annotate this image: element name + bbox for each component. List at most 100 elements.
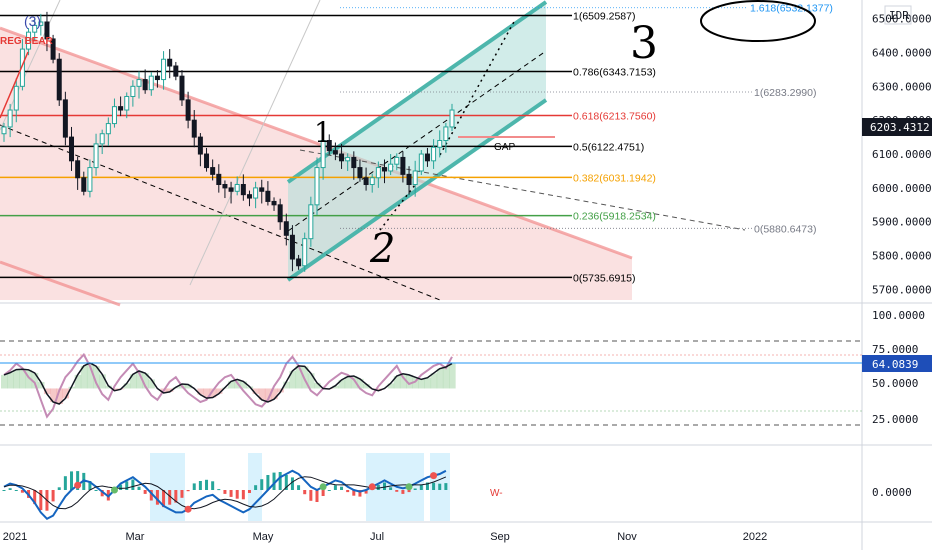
fib-label-2: 0.618(6213.7560) [573,111,656,123]
rsi-fill-bar [449,363,456,389]
macd-hist-bar [438,483,442,490]
w-minus-label: W- [490,488,503,499]
macd-hist-bar [137,486,141,490]
dashed-trendline-1 [0,124,441,301]
macd-hist-bar [119,484,123,490]
macd-hist-bar [88,481,92,490]
rsi-fill-bar [105,385,112,389]
rsi-fill-bar [332,385,340,389]
handwritten-wave-1: 1 [314,116,332,149]
macd-hist-bar [100,490,104,497]
macd-hist-bar [340,486,344,490]
macd-hist-bar [131,479,135,490]
candle-body [240,184,246,196]
macd-hist-bar [186,490,190,492]
macd-hist-bar [266,475,270,490]
macd-hist-bar [260,479,264,490]
candle-body [246,194,252,199]
macd-hist-bar [425,482,429,490]
candle-body [320,139,326,169]
rsi-panel [0,340,862,426]
price-axis[interactable]: 6500.00006400.00006300.00006200.00006100… [872,13,932,499]
rsi-fill-bar [344,376,352,389]
rsi-fill-bar [185,384,192,389]
candle-body [154,75,160,81]
last-price-value: 6203.4312 [870,121,930,134]
macd-cross-dot [319,483,327,491]
macd-hist-bar [125,481,129,490]
currency-label: IDR [889,9,909,22]
down-channel-upper-line [0,26,633,260]
rsi-fill-bar [412,377,419,389]
reg-bear-label: REG BEAR [0,36,54,47]
rsi-fill-bar [289,370,297,389]
macd-hist-bar [192,483,196,490]
candle-body [314,167,320,206]
macd-hist-bar [278,472,282,490]
macd-hist-bar [309,490,313,501]
rsi-fill-bar [295,365,303,389]
fibonacci-levels: 1(6509.2587) 0.786(6343.7153) 0.618(6213.7… [0,10,656,284]
fib-label-3: 0.5(6122.4751) [573,141,644,153]
candle-body [253,187,259,199]
macd-hist-bar [94,490,98,491]
price-tick-label: 6500.0000 [872,13,932,26]
price-tick-label: 5900.0000 [872,216,932,229]
rsi-fill-bar [436,368,444,389]
macd-hist-bar [63,476,67,490]
macd-hist-bar [57,487,61,490]
macd-hist-bar [327,490,331,491]
macd-tick-label: 0.0000 [872,486,912,499]
rsi-slow-line [3,362,453,405]
macd-hist-bar [162,490,166,508]
extension-levels: 1.618(6532.1377) 1(6283.2990) 0(5880.6473) [340,3,833,235]
macd-hist-bar [413,488,417,490]
rsi-fill-bar [111,388,119,391]
wave-3-label: (3) [24,13,41,29]
x-tick-label: 2022 [743,531,767,543]
time-axis[interactable]: 2021 Mar May Jul Sep Nov 2022 [3,531,767,543]
macd-hist-bar [364,490,368,494]
rsi-tick-label: 75.0000 [872,343,918,356]
rsi-current-value: 64.0839 [872,358,918,371]
macd-hist-bar [51,490,55,502]
rsi-fill-bar [74,374,82,389]
candle-body [375,167,381,179]
ext-label-1: 1(6283.2990) [754,87,816,99]
candle-body [345,156,351,162]
rsi-fill-bar [418,379,425,389]
candle-body [81,177,87,192]
ext-label-2: 0(5880.6473) [754,223,816,235]
rsi-tick-label: 25.0000 [872,413,918,426]
macd-hist-bar [14,490,18,491]
rsi-fill-bar [7,372,14,389]
price-tick-label: 6000.0000 [872,182,932,195]
macd-hist-bar [143,490,147,494]
macd-cross-dot [368,483,376,491]
macd-hist-bar [217,489,221,491]
macd-hist-bar [247,490,251,493]
macd-hist-bar [33,490,37,505]
currency-box[interactable] [884,5,912,25]
macd-hist-bar [235,490,239,499]
x-tick-label: Mar [126,531,145,543]
candle-body [234,184,240,192]
candle-body [369,177,375,186]
macd-hist-bar [272,472,276,490]
candle-body [210,167,216,175]
candle-body [296,258,302,267]
price-tick-label: 5800.0000 [872,250,932,263]
candle-body [124,95,130,111]
candle-body [118,106,124,111]
fib-label-0: 1(6509.2587) [573,10,635,22]
candle-body [38,21,44,26]
candle-body [277,204,283,223]
candle-body [394,156,400,165]
candle-body [388,163,394,172]
macd-cross-dot [405,483,413,491]
macd-hist-bar [303,490,307,495]
rsi-fill-bar [338,380,346,389]
candle-body [130,85,136,97]
candle-body [216,173,222,186]
